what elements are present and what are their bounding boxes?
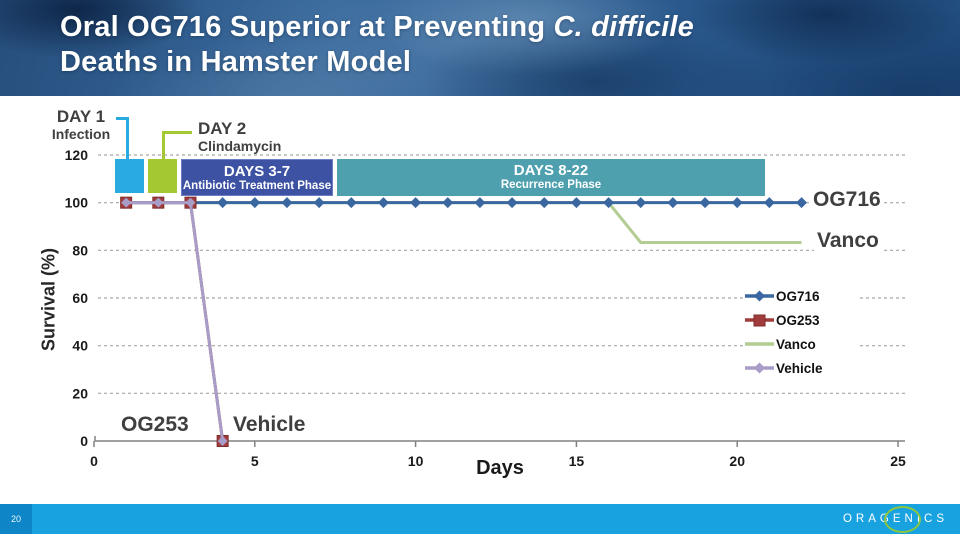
day2-callout-line — [162, 131, 165, 160]
phase-box-day2-clindamycin — [148, 159, 177, 193]
marker-og716 — [667, 197, 679, 209]
x-tick-label: 0 — [90, 453, 98, 469]
vehicle-series-label: Vehicle — [230, 413, 309, 437]
marker-og716 — [731, 197, 743, 209]
legend-item-vanco: Vanco — [744, 332, 860, 356]
x-tick-label: 5 — [251, 453, 259, 469]
day2-annotation: DAY 2 Clindamycin — [198, 119, 298, 154]
marker-og716 — [313, 197, 325, 209]
legend-item-vehicle: Vehicle — [744, 356, 860, 380]
marker-vehicle — [217, 436, 228, 446]
day2-annotation-subtitle: Clindamycin — [198, 138, 282, 154]
marker-og716 — [377, 197, 389, 209]
marker-vehicle — [185, 197, 196, 208]
x-axis-title: Days — [476, 457, 524, 479]
x-tick-label: 10 — [408, 453, 424, 469]
logo-ring-icon — [884, 506, 921, 533]
x-tick-label: 15 — [569, 453, 585, 469]
slide-title: Oral OG716 Superior at Preventing C. dif… — [60, 10, 920, 80]
marker-og716 — [217, 197, 229, 209]
phase-treatment-subtitle: Antibiotic Treatment Phase — [182, 180, 332, 192]
legend-item-og253: OG253 — [744, 308, 860, 332]
legend-item-og716: OG716 — [744, 284, 860, 308]
y-tick-label: 60 — [72, 290, 88, 306]
y-tick-label: 0 — [80, 433, 88, 449]
legend-marker-og253 — [745, 314, 774, 327]
x-tick-label: 20 — [729, 453, 745, 469]
marker-og716 — [763, 197, 775, 209]
chart-legend: OG716 OG253 Vanco Vehicle — [744, 282, 860, 380]
slide-title-part1: Oral OG716 Superior at Preventing — [60, 11, 554, 43]
y-tick-label: 80 — [72, 242, 88, 258]
phase-box-day1-infection — [115, 159, 144, 193]
y-axis-title: Survival (%) — [38, 247, 59, 352]
day2-annotation-title: DAY 2 — [198, 119, 247, 138]
marker-og716 — [442, 197, 454, 209]
legend-marker-vehicle — [745, 362, 774, 374]
marker-og716 — [603, 197, 615, 209]
phase-recurrence-subtitle: Recurrence Phase — [500, 179, 602, 191]
y-tick-label: 20 — [72, 385, 88, 401]
phase-recurrence-title: DAYS 8-22 — [513, 162, 589, 179]
slide-title-italic: C. difficile — [553, 11, 694, 43]
marker-og716 — [570, 197, 582, 209]
legend-marker-vanco — [745, 342, 774, 346]
phase-treatment-title: DAYS 3-7 — [223, 163, 291, 180]
marker-vehicle — [121, 197, 132, 208]
series-line-vehicle — [126, 201, 225, 442]
legend-label-vehicle: Vehicle — [776, 360, 823, 376]
page-number: 20 — [0, 504, 32, 534]
day1-callout-line — [126, 117, 129, 160]
day1-callout-line — [116, 117, 129, 120]
marker-og716 — [410, 197, 422, 209]
day2-callout-line — [162, 131, 192, 134]
marker-og716 — [538, 197, 550, 209]
slide-header: Oral OG716 Superior at Preventing C. dif… — [0, 0, 960, 96]
marker-og716 — [474, 197, 486, 209]
marker-og716 — [249, 197, 261, 209]
y-tick-label: 120 — [65, 147, 89, 163]
og253-series-label: OG253 — [118, 413, 192, 437]
marker-og716 — [345, 197, 357, 209]
x-tick-label: 25 — [890, 453, 906, 469]
legend-label-og716: OG716 — [776, 288, 820, 304]
vanco-series-label: Vanco — [814, 229, 882, 253]
day1-annotation: DAY 1 Infection — [46, 107, 116, 142]
phase-box-antibiotic-treatment: DAYS 3-7 Antibiotic Treatment Phase — [181, 159, 333, 196]
y-tick-label: 40 — [72, 338, 88, 354]
legend-marker-og716 — [745, 290, 774, 302]
series-line-og253 — [126, 201, 225, 442]
legend-label-vanco: Vanco — [776, 336, 816, 352]
legend-label-og253: OG253 — [776, 312, 820, 328]
y-tick-label: 100 — [65, 195, 89, 211]
day1-annotation-title: DAY 1 — [56, 107, 106, 126]
og716-series-label: OG716 — [810, 188, 884, 212]
footer-bar: 20 ORAGENICS — [0, 504, 960, 534]
phase-box-recurrence: DAYS 8-22 Recurrence Phase — [337, 159, 765, 196]
series-line-vanco — [126, 201, 802, 244]
marker-og716 — [699, 197, 711, 209]
marker-og716 — [796, 197, 808, 209]
marker-og716 — [635, 197, 647, 209]
slide-title-line2: Deaths in Hamster Model — [60, 46, 412, 78]
day1-annotation-subtitle: Infection — [51, 126, 111, 142]
marker-og716 — [506, 197, 518, 209]
marker-og716 — [281, 197, 293, 209]
marker-vehicle — [153, 197, 164, 208]
